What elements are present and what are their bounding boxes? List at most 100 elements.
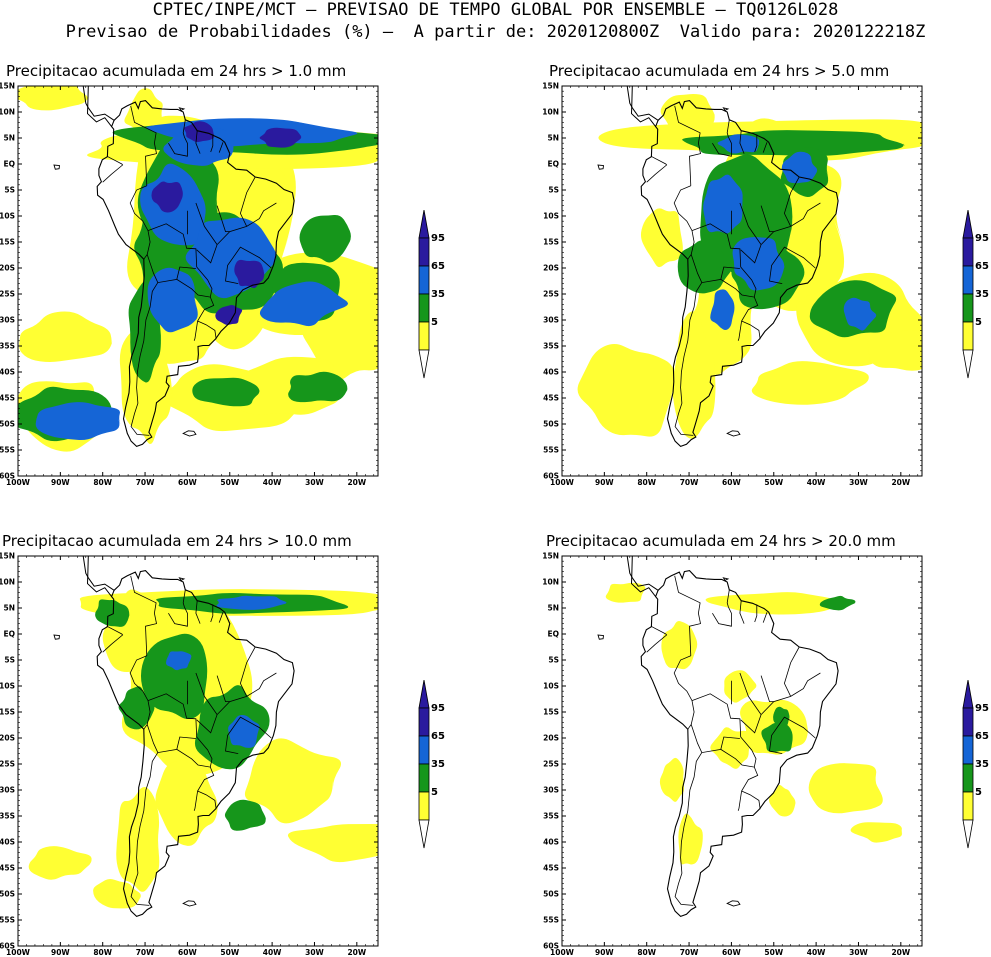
island (182, 430, 197, 437)
lon-label: 60W (178, 948, 197, 957)
legend-top-arrow (418, 209, 430, 239)
lat-label: 5N (4, 604, 16, 613)
lat-label: 35S (543, 342, 559, 351)
country-border (673, 185, 695, 260)
lat-label: 60S (0, 472, 15, 481)
country-border (690, 724, 740, 754)
lat-label: 25S (543, 760, 559, 769)
lon-label: 60W (722, 478, 741, 487)
lat-label: 15N (0, 552, 15, 561)
legend-label: 35 (975, 759, 989, 770)
header-line-2: Previsao de Probabilidades (%) – A parti… (65, 22, 926, 42)
legend-label: 5 (975, 787, 982, 798)
country-border (783, 176, 800, 227)
legend-bottom-arrow (418, 349, 430, 379)
lat-label: EQ (4, 630, 16, 639)
legend-top-arrow (418, 679, 430, 709)
country-border (674, 282, 703, 436)
lon-label: 50W (764, 478, 783, 487)
lat-label: 15N (542, 82, 559, 91)
lon-label: 20W (347, 478, 366, 487)
country-border (737, 766, 759, 811)
lat-label: 5S (4, 656, 15, 665)
lat-label: 55S (0, 916, 15, 925)
lat-label: EQ (548, 160, 560, 169)
coastline (640, 570, 839, 918)
island (597, 164, 605, 170)
country-border (193, 766, 215, 811)
legend-top-arrow (962, 209, 974, 239)
lat-label: 10N (0, 108, 15, 117)
lat-label: 10S (543, 682, 559, 691)
probability-area (288, 371, 349, 403)
island (182, 900, 197, 907)
lon-label: 90W (595, 948, 614, 957)
lon-label: 80W (93, 948, 112, 957)
country-border (712, 119, 732, 157)
country-border (691, 223, 742, 268)
legend-swatch (962, 293, 974, 323)
coastline (86, 556, 112, 597)
probability-area (151, 181, 184, 213)
lat-label: 50S (0, 890, 15, 899)
legend-label: 35 (431, 289, 445, 300)
legend-colorbar: 95 65 35 5 (418, 209, 445, 379)
probability-area (93, 878, 142, 909)
lat-label: 20S (543, 734, 559, 743)
legend-label: 65 (431, 731, 445, 742)
country-border (218, 612, 224, 623)
legend-swatch (962, 237, 974, 267)
probability-area (773, 706, 790, 728)
lon-label: 100W (6, 948, 31, 957)
lat-label: 60S (0, 942, 15, 951)
lon-label: 50W (220, 478, 239, 487)
lat-label: 40S (0, 838, 15, 847)
coastline (96, 100, 295, 448)
lat-label: 45S (543, 394, 559, 403)
lat-label: 25S (0, 760, 15, 769)
legend-label: 95 (431, 233, 445, 244)
lat-label: 10N (542, 578, 559, 587)
legend-label: 65 (975, 731, 989, 742)
probability-area (18, 86, 89, 111)
country-border (741, 320, 761, 340)
coastline (630, 556, 656, 597)
lon-label: 30W (305, 478, 324, 487)
lon-label: 80W (93, 478, 112, 487)
lat-label: 5S (548, 656, 559, 665)
country-border (239, 646, 256, 697)
probability-area (717, 134, 760, 154)
country-border (769, 716, 816, 754)
probability-area (155, 758, 218, 846)
probability-area (672, 311, 716, 439)
lat-label: 55S (543, 916, 559, 925)
lat-label: 25S (0, 290, 15, 299)
legend-swatch (418, 237, 430, 267)
country-border (146, 724, 196, 754)
country-border (216, 202, 277, 245)
lon-label: 60W (722, 948, 741, 957)
lon-label: 100W (550, 948, 575, 957)
lat-label: 10N (0, 578, 15, 587)
legend-swatch (418, 265, 430, 295)
country-border (195, 672, 218, 715)
lon-label: 40W (807, 948, 826, 957)
country-border (754, 604, 758, 623)
country-border (739, 600, 745, 624)
country-border (195, 202, 218, 245)
lat-label: 50S (543, 890, 559, 899)
lon-label: 30W (305, 948, 324, 957)
country-border (769, 246, 816, 284)
legend-swatch (962, 735, 974, 765)
lat-label: 35S (543, 812, 559, 821)
legend-panel-2: 95 65 35 5 (962, 209, 991, 384)
legend-label: 35 (431, 759, 445, 770)
lon-label: 80W (637, 948, 656, 957)
country-border (146, 254, 196, 284)
lat-label: 10N (542, 108, 559, 117)
country-border (176, 736, 213, 768)
probability-area (843, 297, 878, 331)
country-border (712, 589, 732, 627)
lon-label: 40W (263, 948, 282, 957)
country-border (762, 612, 768, 623)
